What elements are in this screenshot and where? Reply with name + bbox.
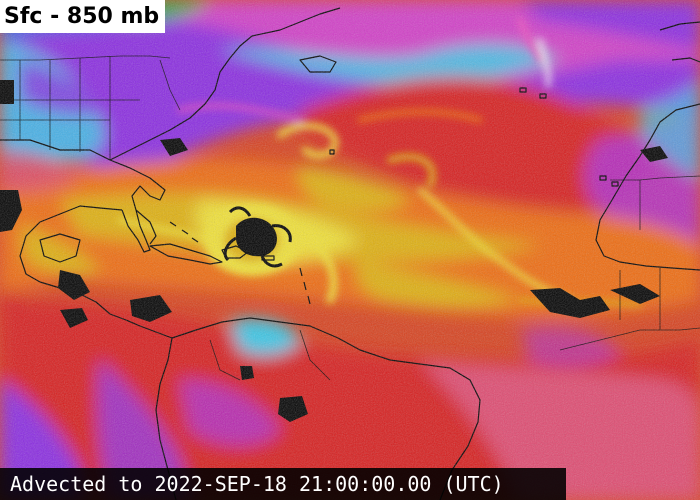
timestamp-label: Advected to 2022-SEP-18 21:00:00.00 (UTC…	[10, 472, 504, 496]
timestamp-footer: Advected to 2022-SEP-18 21:00:00.00 (UTC…	[0, 468, 566, 500]
level-title: Sfc - 850 mb	[0, 0, 166, 33]
